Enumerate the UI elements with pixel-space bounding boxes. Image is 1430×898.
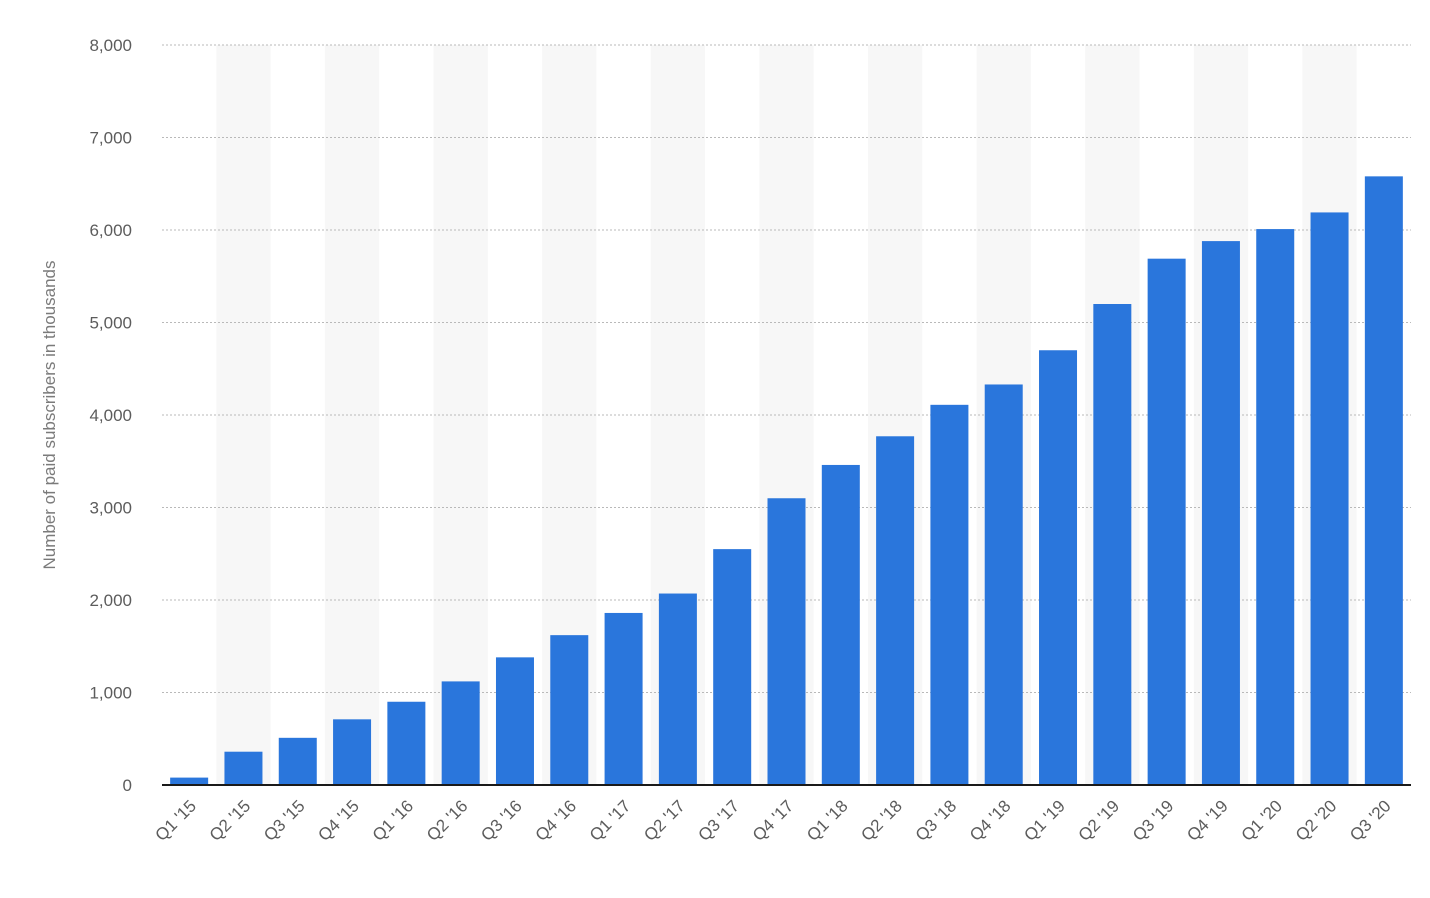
x-tick-label: Q1 '20 [1238,796,1286,844]
bar[interactable] [767,498,806,785]
x-tick-label: Q1 '16 [369,796,417,844]
x-tick-label: Q3 '16 [477,796,525,844]
x-tick-label: Q2 '19 [1075,796,1123,844]
x-tick-label: Q4 '15 [314,796,362,844]
bar[interactable] [1201,241,1240,786]
bar[interactable] [170,777,209,785]
x-tick-label: Q3 '17 [695,796,743,844]
x-tick-label: Q2 '16 [423,796,471,844]
bar[interactable] [1256,229,1295,785]
y-tick-label: 3,000 [89,499,132,518]
bar[interactable] [604,612,643,785]
y-tick-label: 5,000 [89,314,132,333]
x-tick-label: Q3 '19 [1129,796,1177,844]
bar[interactable] [333,719,372,785]
y-tick-label: 4,000 [89,406,132,425]
y-tick-label: 1,000 [89,684,132,703]
bar[interactable] [224,751,263,785]
x-tick-label: Q2 '18 [857,796,905,844]
y-tick-label: 2,000 [89,591,132,610]
x-tick-label: Q4 '17 [749,796,797,844]
y-tick-label: 6,000 [89,221,132,240]
x-tick-label: Q3 '18 [912,796,960,844]
y-axis-ticks: 0 1,000 2,000 3,000 4,000 5,000 6,000 7,000 8,00… [89,36,132,795]
y-axis-title: Number of paid subscribers in thousands [40,261,59,570]
bar[interactable] [1310,212,1349,786]
x-tick-label: Q1 '15 [151,796,199,844]
x-tick-label: Q3 '20 [1346,796,1394,844]
bar[interactable] [876,436,915,785]
bar[interactable] [441,681,480,785]
bar[interactable] [984,384,1023,785]
y-tick-label: 7,000 [89,129,132,148]
bar[interactable] [387,701,426,785]
bar[interactable] [821,464,860,785]
bar[interactable] [658,593,697,785]
x-tick-label: Q4 '16 [532,796,580,844]
bar[interactable] [930,404,969,785]
bar[interactable] [1147,258,1186,785]
bar[interactable] [495,657,534,785]
bar[interactable] [1093,304,1132,785]
x-tick-label: Q3 '15 [260,796,308,844]
bar[interactable] [278,737,317,785]
x-tick-label: Q1 '17 [586,796,634,844]
bar[interactable] [550,635,589,785]
x-tick-label: Q2 '20 [1292,796,1340,844]
y-tick-label: 8,000 [89,36,132,55]
x-tick-label: Q4 '18 [966,796,1014,844]
bars [170,176,1403,786]
x-tick-label: Q4 '19 [1183,796,1231,844]
x-tick-label: Q1 '18 [803,796,851,844]
bar[interactable] [1364,176,1403,786]
x-axis-ticks: Q1 '15 Q2 '15 Q3 '15 Q4 '15 Q1 '16 Q2 '16 Q3 '… [151,796,1394,844]
x-tick-label: Q2 '17 [640,796,688,844]
x-tick-label: Q2 '15 [206,796,254,844]
y-tick-label: 0 [123,776,132,795]
bar[interactable] [713,549,752,785]
x-tick-label: Q1 '19 [1020,796,1068,844]
bar[interactable] [1039,350,1078,785]
